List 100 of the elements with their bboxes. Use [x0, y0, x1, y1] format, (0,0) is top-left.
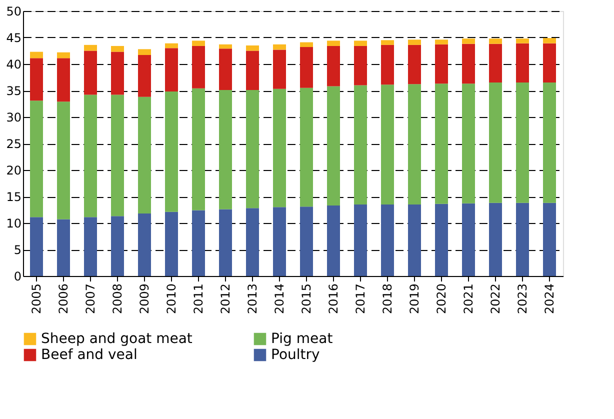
bar: [354, 204, 367, 276]
legend-label: Poultry: [271, 347, 320, 363]
bar: [219, 44, 232, 49]
bar: [165, 48, 178, 92]
bar: [489, 38, 502, 44]
y-tick-label: 0: [14, 270, 22, 284]
bar: [84, 217, 97, 276]
bar: [354, 46, 367, 86]
y-tick-label: 30: [6, 110, 22, 124]
bar: [138, 49, 151, 55]
bar: [516, 202, 529, 276]
bar: [543, 202, 556, 276]
bar: [381, 84, 394, 204]
bar: [435, 204, 448, 276]
bar: [219, 209, 232, 276]
bar: [57, 58, 70, 102]
bar: [327, 86, 340, 206]
bar: [246, 208, 259, 276]
x-tick-label: 2016: [326, 284, 340, 314]
bar: [462, 84, 475, 204]
bar: [192, 88, 205, 210]
bar: [30, 217, 43, 276]
legend-label: Pig meat: [271, 331, 334, 347]
bar: [354, 85, 367, 204]
bar: [111, 94, 124, 216]
x-tick-label: 2012: [218, 284, 232, 314]
y-tick-label: 40: [6, 58, 22, 72]
bar: [165, 212, 178, 276]
x-tick-label: 2006: [56, 284, 70, 314]
x-tick-label: 2013: [246, 284, 260, 314]
bar: [327, 46, 340, 86]
x-tick-label: 2010: [164, 284, 178, 314]
bar: [543, 38, 556, 44]
bar: [489, 44, 502, 83]
bar: [408, 44, 421, 84]
x-tick-label: 2008: [110, 284, 124, 314]
legend-label: Sheep and goat meat: [41, 331, 193, 347]
bar: [435, 44, 448, 84]
y-tick-label: 15: [6, 190, 22, 204]
bar: [462, 38, 475, 44]
bar: [543, 43, 556, 83]
bar: [246, 50, 259, 90]
bar: [516, 38, 529, 44]
bar: [246, 90, 259, 208]
bar: [354, 40, 367, 46]
bar: [273, 44, 286, 50]
bar: [516, 82, 529, 203]
x-tick-label: 2011: [192, 284, 206, 314]
bar: [111, 46, 124, 52]
bar: [219, 48, 232, 90]
bar: [381, 40, 394, 45]
bar: [273, 88, 286, 208]
bar: [30, 100, 43, 218]
legend-label: Beef and veal: [41, 347, 138, 363]
x-tick-label: 2017: [354, 284, 368, 314]
bar: [192, 210, 205, 276]
bar: [489, 82, 502, 203]
x-tick-label: 2014: [272, 284, 286, 314]
bar: [543, 82, 556, 203]
bar: [300, 88, 313, 207]
x-tick-label: 2009: [138, 284, 152, 314]
bar: [327, 206, 340, 276]
bar: [435, 84, 448, 204]
y-tick-label: 35: [6, 84, 22, 98]
x-tick-label: 2021: [462, 284, 476, 314]
x-tick-label: 2018: [380, 284, 394, 314]
y-tick-label: 50: [6, 4, 22, 18]
bar: [192, 46, 205, 88]
bar: [138, 54, 151, 97]
y-tick-label: 25: [6, 137, 22, 151]
bar: [408, 84, 421, 204]
bar: [381, 44, 394, 85]
x-tick-label: 2019: [408, 284, 422, 314]
bar: [165, 92, 178, 212]
y-tick-label: 5: [14, 243, 22, 257]
bar: [165, 43, 178, 48]
y-tick-label: 45: [6, 31, 22, 45]
bar: [138, 96, 151, 214]
x-tick-label: 2020: [434, 284, 448, 314]
bar: [84, 44, 97, 51]
bar: [84, 50, 97, 95]
bar: [273, 207, 286, 276]
bar: [246, 45, 259, 51]
bar: [111, 216, 124, 276]
bar: [462, 203, 475, 276]
bar: [57, 52, 70, 58]
bar: [489, 202, 502, 276]
x-tick-label: 2023: [516, 284, 530, 314]
x-tick-label: 2005: [30, 284, 44, 314]
x-tick-label: 2024: [542, 284, 556, 314]
bar: [300, 47, 313, 88]
x-tick-label: 2022: [488, 284, 502, 314]
bar: [462, 44, 475, 84]
bar: [138, 213, 151, 276]
bar: [516, 43, 529, 83]
bar: [273, 50, 286, 89]
bar: [300, 42, 313, 48]
y-tick-label: 20: [6, 164, 22, 178]
y-tick-label: 10: [6, 216, 22, 230]
x-tick-label: 2007: [84, 284, 98, 314]
